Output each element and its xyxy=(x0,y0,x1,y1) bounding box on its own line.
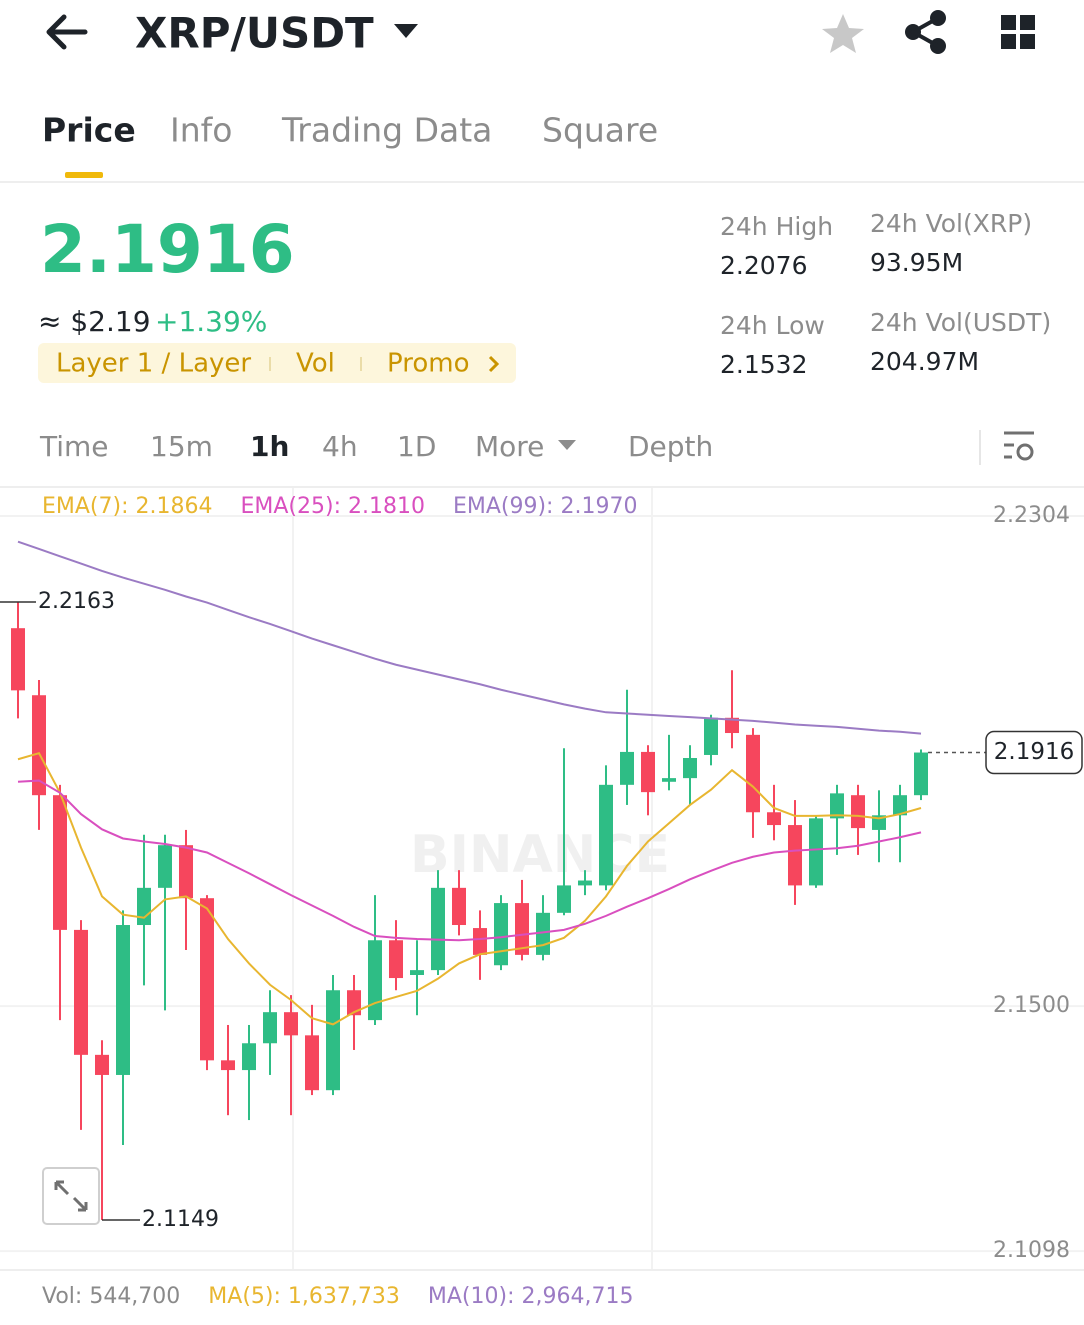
tag[interactable]: Vol xyxy=(296,349,335,379)
candle-body xyxy=(473,928,487,955)
candle-body xyxy=(32,695,46,796)
legend-entry: EMA(7): 2.1864 xyxy=(42,494,212,519)
tab[interactable]: Info xyxy=(170,111,232,150)
interval[interactable]: More xyxy=(475,430,544,463)
candle-body xyxy=(347,990,361,1016)
candle-body xyxy=(242,1043,256,1071)
candle-body xyxy=(704,717,718,755)
expand-button[interactable] xyxy=(42,1167,100,1225)
pair-title[interactable]: XRP/USDT xyxy=(135,9,374,58)
candle-body xyxy=(746,734,760,813)
candle-body xyxy=(305,1035,319,1091)
favorite-star[interactable] xyxy=(822,14,864,53)
share-button[interactable] xyxy=(905,10,946,54)
stat-value: 2.2076 xyxy=(720,251,807,280)
stat-label: 24h High xyxy=(720,212,833,241)
candle-body xyxy=(410,970,424,975)
pair-dropdown[interactable] xyxy=(394,24,418,38)
candle-body xyxy=(809,818,823,886)
candle-body xyxy=(725,717,739,734)
tag-bar[interactable] xyxy=(38,343,516,383)
chart-settings[interactable] xyxy=(1004,431,1034,461)
last-price-box xyxy=(985,730,1083,775)
tab-indicator xyxy=(65,172,103,178)
high-label: 2.2163 xyxy=(38,589,115,614)
candle-body xyxy=(116,925,130,1075)
interval[interactable]: 15m xyxy=(150,430,213,463)
stat-label: 24h Vol(XRP) xyxy=(870,209,1032,238)
candle-body xyxy=(389,940,403,979)
back-button[interactable] xyxy=(46,14,88,50)
candle-body xyxy=(221,1060,235,1071)
candle-body xyxy=(620,751,634,785)
last-price-label: 2.1916 xyxy=(994,739,1074,765)
tag[interactable]: Layer 1 / Layer xyxy=(56,349,251,379)
candle-body xyxy=(95,1054,109,1075)
volume-legend: Vol: 544,700 xyxy=(42,1284,180,1309)
low-label: 2.1149 xyxy=(142,1207,219,1232)
volume-legend: MA(5): 1,637,733 xyxy=(208,1284,400,1309)
menu-grid[interactable] xyxy=(1001,15,1035,49)
candle-body xyxy=(326,990,340,1091)
candle-body xyxy=(662,778,676,782)
candle-body xyxy=(452,887,466,926)
candle-body xyxy=(137,887,151,926)
candle-body xyxy=(263,1012,277,1044)
tab[interactable]: Price xyxy=(42,111,136,150)
candle-body xyxy=(893,795,907,816)
tab[interactable]: Square xyxy=(542,111,658,150)
tab[interactable]: Trading Data xyxy=(281,111,492,150)
candle-chart: BINANCE 2.2304 2.1500 2.1098 EMA(7): 2.1864 E… xyxy=(0,494,1084,1309)
candle-body xyxy=(599,784,613,886)
stat-value: 204.97M xyxy=(870,347,979,376)
stat-value: 93.95M xyxy=(870,248,963,277)
candle-body xyxy=(53,795,67,930)
candle-body xyxy=(578,880,592,886)
interval[interactable]: 4h xyxy=(322,430,358,463)
ema-line xyxy=(17,540,922,735)
candle-body xyxy=(788,825,802,886)
tag[interactable]: Promo xyxy=(387,349,469,379)
interval[interactable]: 1D xyxy=(397,430,436,463)
interval[interactable]: Time xyxy=(39,430,109,463)
stat-label: 24h Vol(USDT) xyxy=(870,308,1051,337)
candle-body xyxy=(494,903,508,966)
candle-body xyxy=(851,795,865,829)
interval[interactable]: Depth xyxy=(628,430,713,463)
last-price: 2.1916 xyxy=(40,211,295,288)
price-change: +1.39% xyxy=(155,305,267,338)
stat-value: 2.1532 xyxy=(720,350,807,379)
candle-body xyxy=(284,1012,298,1036)
y-tick-label: 2.1500 xyxy=(993,993,1070,1018)
interval[interactable]: 1h xyxy=(250,430,289,463)
more-dropdown[interactable] xyxy=(558,440,576,450)
candle-body xyxy=(557,885,571,913)
candle-body xyxy=(368,940,382,1021)
legend-entry: EMA(25): 2.1810 xyxy=(240,494,424,519)
candle-body xyxy=(158,845,172,888)
candle-body xyxy=(767,812,781,826)
candle-body xyxy=(641,751,655,793)
stat-label: 24h Low xyxy=(720,311,825,340)
volume-legend: MA(10): 2,964,715 xyxy=(428,1284,634,1309)
y-tick-label: 2.2304 xyxy=(993,503,1070,528)
legend-entry: EMA(99): 2.1970 xyxy=(453,494,637,519)
candle-body xyxy=(830,793,844,819)
candle-body xyxy=(179,845,193,899)
tag-arrow[interactable] xyxy=(488,355,500,373)
candle-body xyxy=(515,903,529,955)
ema-line xyxy=(17,751,922,1026)
fiat-price: ≈ $2.19 xyxy=(38,305,151,338)
y-tick-label: 2.1098 xyxy=(993,1238,1070,1263)
candle-body xyxy=(74,929,88,1055)
candle-body xyxy=(914,752,928,796)
candle-body xyxy=(431,887,445,971)
ema-line xyxy=(17,779,922,942)
watermark: BINANCE xyxy=(410,825,670,885)
candle-body xyxy=(683,758,697,779)
candle-body xyxy=(11,628,25,691)
candle-body xyxy=(200,898,214,1061)
candle-body xyxy=(872,815,886,830)
